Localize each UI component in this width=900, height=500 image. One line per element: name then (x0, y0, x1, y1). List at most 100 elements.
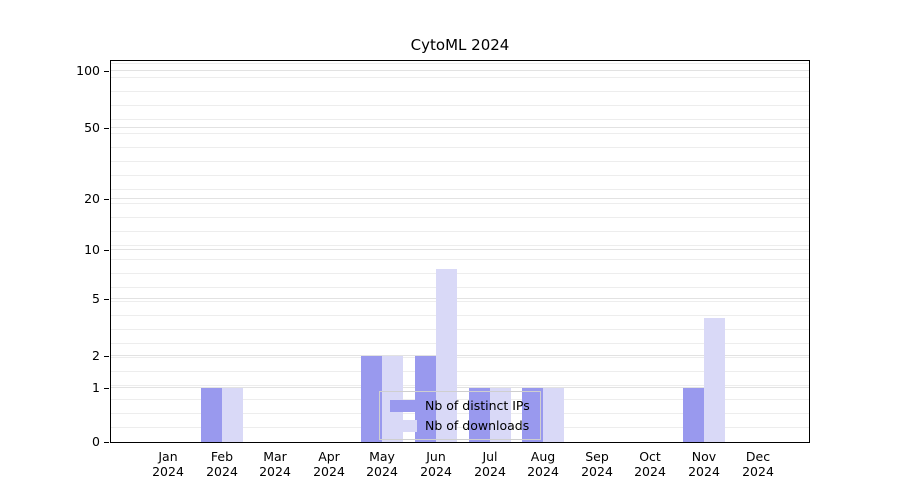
legend-swatch-distinct-ips (390, 399, 417, 412)
minor-gridline (111, 343, 809, 344)
minor-gridline (111, 175, 809, 176)
bar-distinct-ips-jul (469, 388, 490, 442)
major-gridline-2 (111, 355, 809, 356)
x-label-month: Dec (745, 449, 771, 464)
y-tick-label-50: 50 (84, 120, 100, 135)
x-label-year: 2024 (366, 464, 398, 479)
y-tick-mark-1 (104, 388, 109, 389)
y-tick-label-100: 100 (76, 63, 100, 78)
x-label-month: Jan (158, 449, 178, 464)
minor-gridline (111, 301, 809, 302)
x-label-year: 2024 (206, 464, 238, 479)
x-label-year: 2024 (259, 464, 291, 479)
x-label-oct: Oct 2024 (620, 449, 680, 479)
minor-gridline (111, 357, 809, 358)
minor-gridline (111, 287, 809, 288)
bar-downloads-feb (222, 388, 243, 442)
y-tick-label-0: 0 (92, 434, 100, 449)
y-tick-label-2: 2 (92, 348, 100, 363)
x-label-year: 2024 (527, 464, 559, 479)
major-gridline-10 (111, 249, 809, 250)
x-label-year: 2024 (688, 464, 720, 479)
minor-gridline (111, 105, 809, 106)
minor-gridline (111, 91, 809, 92)
y-tick-mark-100 (104, 71, 109, 72)
minor-gridline (111, 217, 809, 218)
bar-distinct-ips-jun (415, 356, 436, 442)
bar-distinct-ips-aug (522, 388, 543, 442)
x-label-month: Feb (210, 449, 234, 464)
bar-distinct-ips-nov (683, 388, 704, 442)
y-tick-mark-10 (104, 250, 109, 251)
x-label-month: Aug (530, 449, 556, 464)
x-label-month: Jun (426, 449, 446, 464)
x-label-feb: Feb 2024 (192, 449, 252, 479)
legend: Nb of distinct IPs Nb of downloads (379, 391, 541, 440)
plot-area (110, 60, 810, 443)
x-label-month: Mar (263, 449, 287, 464)
minor-gridline (111, 371, 809, 372)
y-tick-label-1: 1 (92, 380, 100, 395)
x-label-jan: Jan 2024 (138, 449, 198, 479)
legend-item-downloads: Nb of downloads (390, 418, 530, 433)
bar-downloads-aug (543, 388, 564, 442)
bar-distinct-ips-may (361, 356, 382, 442)
minor-gridline (111, 63, 809, 64)
legend-label-distinct-ips: Nb of distinct IPs (425, 398, 530, 413)
x-label-jul: Jul 2024 (460, 449, 520, 479)
x-label-year: 2024 (420, 464, 452, 479)
minor-gridline (111, 119, 809, 120)
x-label-sep: Sep 2024 (567, 449, 627, 479)
x-label-month: Oct (639, 449, 661, 464)
x-label-apr: Apr 2024 (299, 449, 359, 479)
bar-distinct-ips-feb (201, 388, 222, 442)
x-label-year: 2024 (474, 464, 506, 479)
minor-gridline (111, 427, 809, 428)
major-gridline-5 (111, 298, 809, 299)
y-tick-mark-50 (104, 128, 109, 129)
minor-gridline (111, 203, 809, 204)
x-label-may: May 2024 (352, 449, 412, 479)
y-tick-label-20: 20 (84, 191, 100, 206)
y-tick-mark-0 (104, 442, 109, 443)
legend-swatch-downloads (390, 419, 417, 432)
x-label-year: 2024 (152, 464, 184, 479)
major-gridline-100 (111, 70, 809, 71)
major-gridline-50 (111, 127, 809, 128)
x-label-dec: Dec 2024 (728, 449, 788, 479)
minor-gridline (111, 189, 809, 190)
minor-gridline (111, 329, 809, 330)
bar-downloads-jun (436, 269, 457, 442)
minor-gridline (111, 133, 809, 134)
y-tick-mark-5 (104, 299, 109, 300)
x-label-year: 2024 (634, 464, 666, 479)
x-label-nov: Nov 2024 (674, 449, 734, 479)
minor-gridline (111, 385, 809, 386)
minor-gridline (111, 245, 809, 246)
minor-gridline (111, 147, 809, 148)
major-gridline-1 (111, 387, 809, 388)
x-label-month: Jul (482, 449, 498, 464)
y-tick-label-5: 5 (92, 291, 100, 306)
x-label-month: Nov (691, 449, 717, 464)
x-label-mar: Mar 2024 (245, 449, 305, 479)
y-tick-label-10: 10 (84, 242, 100, 257)
minor-gridline (111, 399, 809, 400)
x-label-month: Sep (585, 449, 609, 464)
minor-gridline (111, 77, 809, 78)
minor-gridline (111, 259, 809, 260)
x-label-year: 2024 (313, 464, 345, 479)
x-label-month: Apr (318, 449, 340, 464)
x-label-jun: Jun 2024 (406, 449, 466, 479)
y-tick-mark-20 (104, 199, 109, 200)
x-label-year: 2024 (742, 464, 774, 479)
x-label-aug: Aug 2024 (513, 449, 573, 479)
minor-gridline (111, 273, 809, 274)
legend-label-downloads: Nb of downloads (425, 418, 530, 433)
chart-title: CytoML 2024 (410, 36, 510, 54)
x-label-year: 2024 (581, 464, 613, 479)
minor-gridline (111, 315, 809, 316)
minor-gridline (111, 231, 809, 232)
minor-gridline (111, 413, 809, 414)
